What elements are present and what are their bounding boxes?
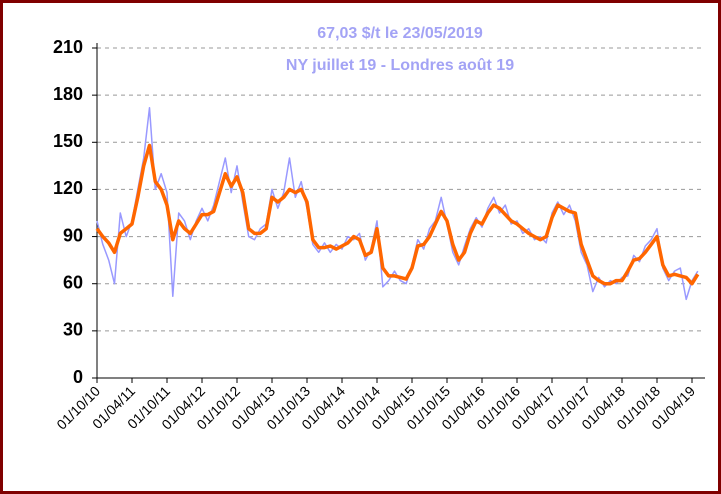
series-line (95, 143, 700, 286)
y-tick-label: 180 (53, 84, 83, 104)
y-tick-label: 210 (53, 37, 83, 57)
y-tick-label: 120 (53, 178, 83, 198)
y-tick-label: 150 (53, 131, 83, 151)
chart-subtitle: NY juillet 19 - Londres août 19 (286, 57, 514, 74)
y-tick-label: 90 (63, 225, 83, 245)
y-tick-label: 30 (63, 320, 83, 340)
y-tick-label: 0 (73, 367, 83, 387)
y-tick-label: 60 (63, 272, 83, 292)
chart-title: 67,03 $/t le 23/05/2019 (317, 25, 483, 42)
